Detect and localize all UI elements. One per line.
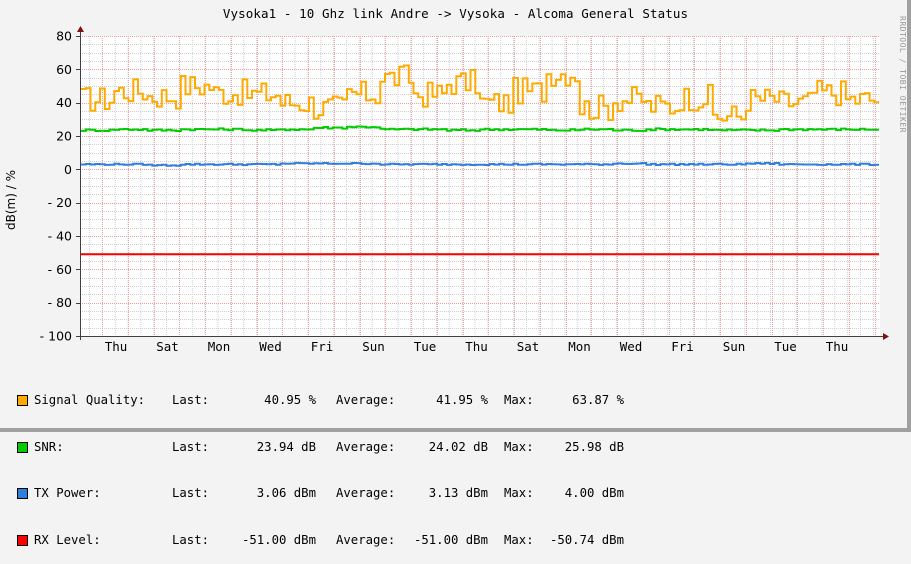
y-axis-ticks: 80 60 40 20 0 - 20 - 40 - 60 - 80 - 100 [40, 29, 80, 344]
legend-name: RX Level: [34, 532, 101, 547]
chart-plot-area: 80 60 40 20 0 - 20 - 40 - 60 - 80 - 100 Thu Sat Mon… [40, 26, 889, 354]
legend-name: SNR: [34, 439, 64, 454]
x-tick-label: Sat [156, 339, 179, 354]
legend-last-value: 3.06 dBm [256, 486, 316, 500]
legend-avg-label: Average: [336, 393, 396, 407]
x-tick-label: Tue [414, 339, 437, 354]
legend-max-label: Max: [504, 393, 534, 407]
grid-lines [80, 36, 880, 337]
x-tick-label: Sun [723, 339, 746, 354]
legend-last-value: -51.00 dBm [241, 532, 316, 547]
y-tick-label: 20 [56, 129, 72, 144]
x-tick-label: Mon [208, 339, 231, 354]
legend-avg-label: Average: [336, 532, 396, 547]
x-tick-label: Fri [671, 339, 694, 354]
legend-name: TX Power: [34, 486, 101, 500]
legend-last-value: 23.94 dB [256, 439, 316, 454]
data-series [81, 64, 879, 256]
y-tick-label: 0 [64, 162, 72, 177]
legend-row-snr: SNR: Last: 23.94 dB Average: 24.02 dB Ma… [17, 440, 624, 456]
x-axis-arrow-icon [883, 333, 889, 340]
legend: Signal Quality: Last: 40.95 % Average: 4… [17, 362, 624, 564]
legend-row-tx-power: TX Power: Last: 3.06 dBm Average: 3.13 d… [17, 486, 624, 502]
legend-swatch-icon [17, 534, 28, 546]
y-tick-label: - 40 [48, 229, 72, 244]
x-tick-label: Wed [259, 339, 282, 354]
legend-avg-label: Average: [336, 486, 396, 500]
legend-max-label: Max: [504, 486, 534, 500]
y-tick-label: - 80 [48, 295, 72, 310]
y-tick-label: 80 [56, 29, 72, 44]
y-axis-arrow-icon [77, 26, 84, 32]
x-tick-label: Thu [826, 339, 849, 354]
legend-max-value: -50.74 dBm [549, 532, 624, 547]
x-tick-label: Wed [620, 339, 643, 354]
x-tick-label: Tue [774, 339, 797, 354]
legend-last-label: Last: [172, 439, 210, 454]
y-tick-label: - 20 [48, 195, 72, 210]
series-line-signal-quality [81, 64, 879, 122]
legend-avg-label: Average: [336, 439, 396, 454]
legend-swatch-icon [17, 395, 28, 407]
legend-max-label: Max: [504, 439, 534, 454]
legend-last-label: Last: [172, 532, 210, 547]
x-tick-label: Sun [362, 339, 385, 354]
x-tick-label: Thu [465, 339, 488, 354]
legend-max-value: 63.87 % [572, 393, 624, 407]
legend-avg-value: -51.00 dBm [413, 532, 488, 547]
x-tick-label: Mon [568, 339, 591, 354]
chart-title: Vysoka1 - 10 Ghz link Andre -> Vysoka - … [222, 6, 689, 21]
legend-last-label: Last: [172, 486, 210, 500]
y-tick-label: 40 [56, 95, 72, 110]
x-tick-label: Fri [311, 339, 334, 354]
series-line-snr [81, 125, 879, 132]
legend-swatch-icon [17, 488, 28, 500]
x-tick-label: Thu [105, 339, 128, 354]
rrdtool-watermark: RRDTOOL / TOBI OETIKER [898, 16, 907, 133]
legend-avg-value: 3.13 dBm [428, 486, 488, 500]
legend-max-value: 25.98 dB [564, 439, 624, 454]
legend-row-signal-quality: Signal Quality: Last: 40.95 % Average: 4… [17, 393, 624, 409]
y-tick-label: - 60 [48, 262, 72, 277]
legend-max-label: Max: [504, 532, 534, 547]
legend-max-value: 4.00 dBm [564, 486, 624, 500]
x-tick-label: Sat [517, 339, 540, 354]
series-line-tx-power [81, 161, 879, 167]
y-tick-label: 60 [56, 62, 72, 77]
legend-last-value: 40.95 % [264, 393, 316, 407]
legend-name: Signal Quality: [34, 393, 146, 407]
y-tick-label: - 100 [40, 329, 72, 344]
legend-avg-value: 24.02 dB [428, 439, 488, 454]
x-axis-ticks: Thu Sat Mon Wed Fri Sun Tue Thu Sat Mon Wed Fri Sun T… [105, 339, 849, 354]
legend-avg-value: 41.95 % [436, 393, 488, 407]
legend-last-label: Last: [172, 393, 210, 407]
legend-row-rx-level: RX Level: Last: -51.00 dBm Average: -51.… [17, 533, 624, 549]
legend-swatch-icon [17, 441, 28, 453]
